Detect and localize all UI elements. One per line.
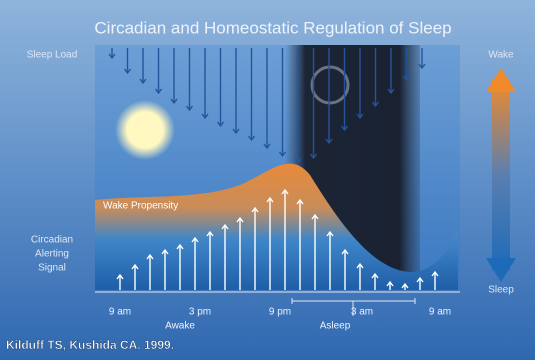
sleep-label: Sleep [488, 285, 514, 296]
wake-sleep-bar [492, 80, 510, 270]
sun [115, 100, 175, 160]
citation: Kilduff TS, Kushida CA. 1999. [6, 338, 174, 352]
time-tick: 9 am [109, 307, 131, 318]
illustration: Circadian and Homeostatic Regulation of … [0, 0, 535, 360]
circadian-label: Signal [38, 263, 66, 274]
time-tick: 3 pm [189, 307, 211, 318]
time-tick: 9 am [429, 307, 451, 318]
circadian-label: Circadian [31, 235, 73, 246]
sleep-load-label: Sleep Load [27, 50, 78, 61]
circadian-label: Alerting [35, 249, 69, 260]
time-tick: 9 pm [269, 307, 291, 318]
title: Circadian and Homeostatic Regulation of … [94, 18, 451, 37]
phase-label: Awake [165, 321, 195, 332]
time-tick: 3 am [351, 307, 373, 318]
phase-label: Asleep [320, 321, 351, 332]
wake-label: Wake [488, 50, 514, 61]
wake-propensity-label: Wake Propensity [103, 201, 178, 212]
